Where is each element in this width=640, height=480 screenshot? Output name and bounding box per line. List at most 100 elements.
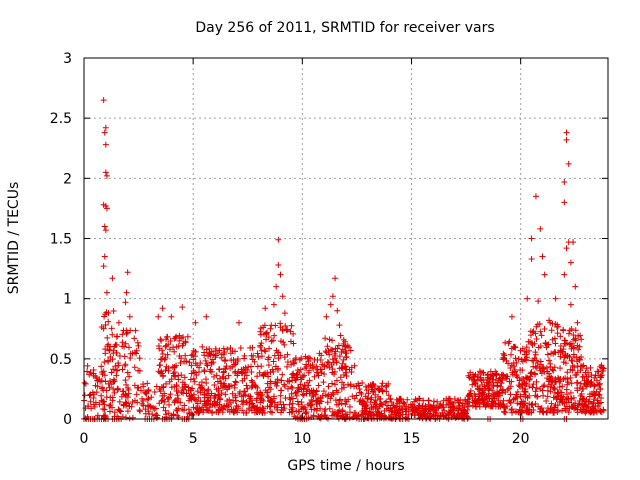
data-point [262, 348, 269, 355]
data-point [565, 160, 572, 167]
data-point [567, 301, 574, 308]
data-point [567, 389, 574, 396]
data-point [100, 368, 107, 375]
data-point [298, 376, 305, 383]
data-point [167, 338, 174, 345]
data-point [325, 383, 332, 390]
data-point [262, 305, 269, 312]
data-point [160, 404, 167, 411]
data-point [309, 364, 316, 371]
data-point [495, 397, 502, 404]
data-point [484, 382, 491, 389]
data-point [278, 387, 285, 394]
data-point [374, 409, 381, 416]
data-point [306, 388, 313, 395]
data-point [212, 352, 219, 359]
data-point [447, 409, 454, 416]
data-point [333, 411, 340, 418]
data-point [324, 343, 331, 350]
data-point [367, 399, 374, 406]
data-point [166, 378, 173, 385]
data-point [482, 403, 489, 410]
data-point [290, 330, 297, 337]
data-point [353, 392, 360, 399]
data-point [329, 346, 336, 353]
data-point [508, 351, 515, 358]
data-point [258, 363, 265, 370]
data-point [493, 370, 500, 377]
data-point [537, 225, 544, 232]
data-point [266, 345, 273, 352]
data-point [579, 395, 586, 402]
data-point [292, 389, 299, 396]
data-point [163, 380, 170, 387]
data-point [321, 362, 328, 369]
data-point [336, 322, 343, 329]
data-point [488, 403, 495, 410]
data-point [570, 401, 577, 408]
data-point [504, 403, 511, 410]
data-point [430, 412, 437, 419]
data-point [113, 341, 120, 348]
data-point [466, 399, 473, 406]
data-point [193, 404, 200, 411]
data-point [501, 409, 508, 416]
data-point [332, 275, 339, 282]
data-point [309, 398, 316, 405]
data-point [248, 407, 255, 414]
data-point [376, 386, 383, 393]
data-point [458, 402, 465, 409]
data-point [129, 398, 136, 405]
data-point [583, 396, 590, 403]
data-point [204, 407, 211, 414]
data-point [270, 358, 277, 365]
data-point [106, 346, 113, 353]
data-point [517, 393, 524, 400]
data-point [515, 382, 522, 389]
data-point [527, 328, 534, 335]
data-point [597, 407, 604, 414]
data-point [162, 343, 169, 350]
data-point [520, 401, 527, 408]
data-point [138, 387, 145, 394]
data-point [566, 405, 573, 412]
data-point [194, 388, 201, 395]
data-point [579, 363, 586, 370]
data-point [99, 385, 106, 392]
data-point [192, 348, 199, 355]
data-point [524, 295, 531, 302]
data-point [563, 129, 570, 136]
data-point [180, 386, 187, 393]
data-point [516, 377, 523, 384]
data-point [129, 414, 136, 421]
data-point [533, 357, 540, 364]
data-point [343, 372, 350, 379]
data-point [539, 408, 546, 415]
data-point [346, 409, 353, 416]
data-point [339, 360, 346, 367]
data-point [162, 367, 169, 374]
data-point [298, 399, 305, 406]
data-point [368, 404, 375, 411]
data-point [102, 141, 109, 148]
data-point [467, 390, 474, 397]
data-point [84, 362, 91, 369]
data-point [547, 360, 554, 367]
data-point [248, 397, 255, 404]
data-point [562, 352, 569, 359]
data-point [489, 395, 496, 402]
data-point [279, 371, 286, 378]
data-point [187, 376, 194, 383]
data-point [305, 414, 312, 421]
data-point [273, 283, 280, 290]
data-point [236, 319, 243, 326]
data-point [218, 351, 225, 358]
data-point [288, 409, 295, 416]
data-point [199, 404, 206, 411]
data-point [500, 372, 507, 379]
data-point [114, 386, 121, 393]
data-point [124, 369, 131, 376]
data-point [155, 342, 162, 349]
data-point [514, 388, 521, 395]
data-point [512, 355, 519, 362]
